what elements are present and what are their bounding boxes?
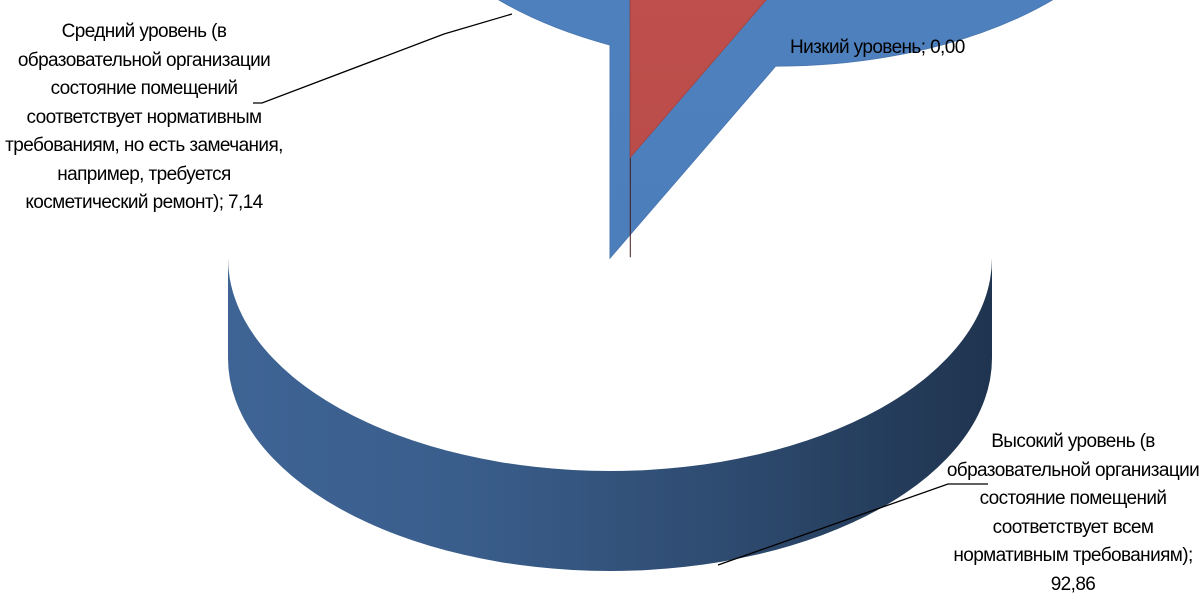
- leader-line-high: [717, 483, 988, 566]
- slice-medium: [629, 0, 767, 159]
- slice-high-side: [228, 258, 992, 571]
- data-label-medium: Средний уровень (в образовательной орган…: [5, 21, 283, 213]
- leader-line-medium: [253, 13, 513, 104]
- data-label-high: Высокий уровень (в образовательной орган…: [946, 431, 1200, 595]
- pie-slices: [228, 0, 1054, 571]
- slice-high: [498, 0, 1054, 260]
- data-label-low: Низкий уровень; 0,00: [790, 37, 965, 58]
- leader-lines: [253, 13, 988, 566]
